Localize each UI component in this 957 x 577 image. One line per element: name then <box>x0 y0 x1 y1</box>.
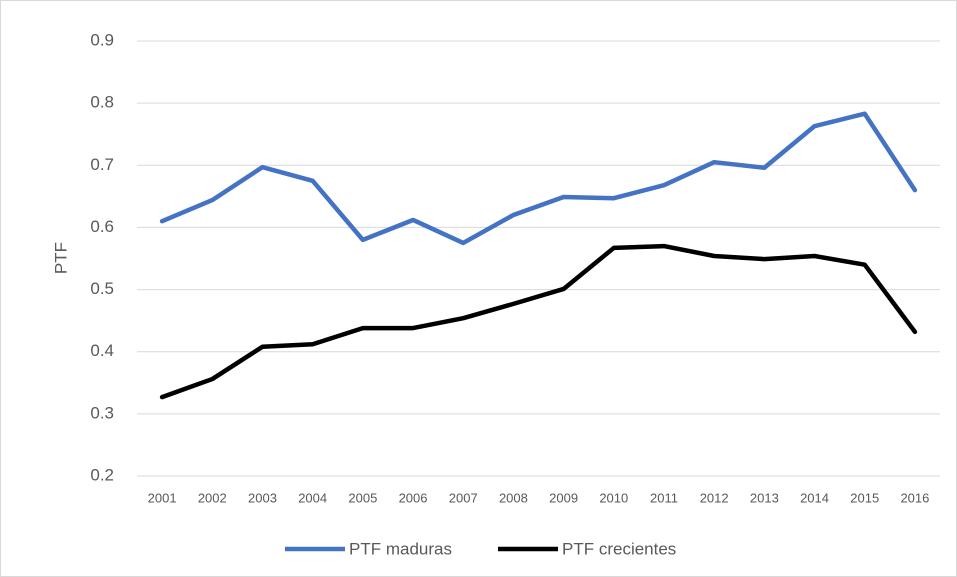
x-tick-label: 2006 <box>399 490 428 505</box>
x-tick-label: 2012 <box>700 490 729 505</box>
y-axis-label: PTF <box>51 242 70 274</box>
x-tick-label: 2009 <box>549 490 578 505</box>
series-line <box>159 243 918 400</box>
x-tick-label: 2011 <box>650 490 678 505</box>
x-tick-label: 2014 <box>800 490 829 505</box>
y-tick-label: 0.7 <box>90 155 114 174</box>
y-tick-label: 0.4 <box>90 341 114 360</box>
x-tick-label: 2015 <box>850 490 879 505</box>
y-tick-label: 0.6 <box>90 217 114 236</box>
y-tick-label: 0.9 <box>90 30 114 49</box>
x-tick-label: 2005 <box>348 490 377 505</box>
x-tick-label: 2010 <box>599 490 628 505</box>
x-tick-label: 2001 <box>148 490 177 505</box>
legend-label: PTF crecientes <box>562 539 676 558</box>
x-tick-label: 2007 <box>449 490 478 505</box>
x-tick-label: 2013 <box>750 490 779 505</box>
x-tick-label: 2016 <box>900 490 929 505</box>
x-tick-label: 2003 <box>248 490 277 505</box>
x-tick-label: 2004 <box>298 490 327 505</box>
y-tick-label: 0.3 <box>90 403 114 422</box>
y-tick-label: 0.2 <box>90 465 114 484</box>
legend-label: PTF maduras <box>349 539 452 558</box>
series-line <box>159 111 918 246</box>
y-tick-label: 0.5 <box>90 279 114 298</box>
x-tick-label: 2008 <box>499 490 528 505</box>
x-tick-label: 2002 <box>198 490 227 505</box>
y-tick-label: 0.8 <box>90 93 114 112</box>
